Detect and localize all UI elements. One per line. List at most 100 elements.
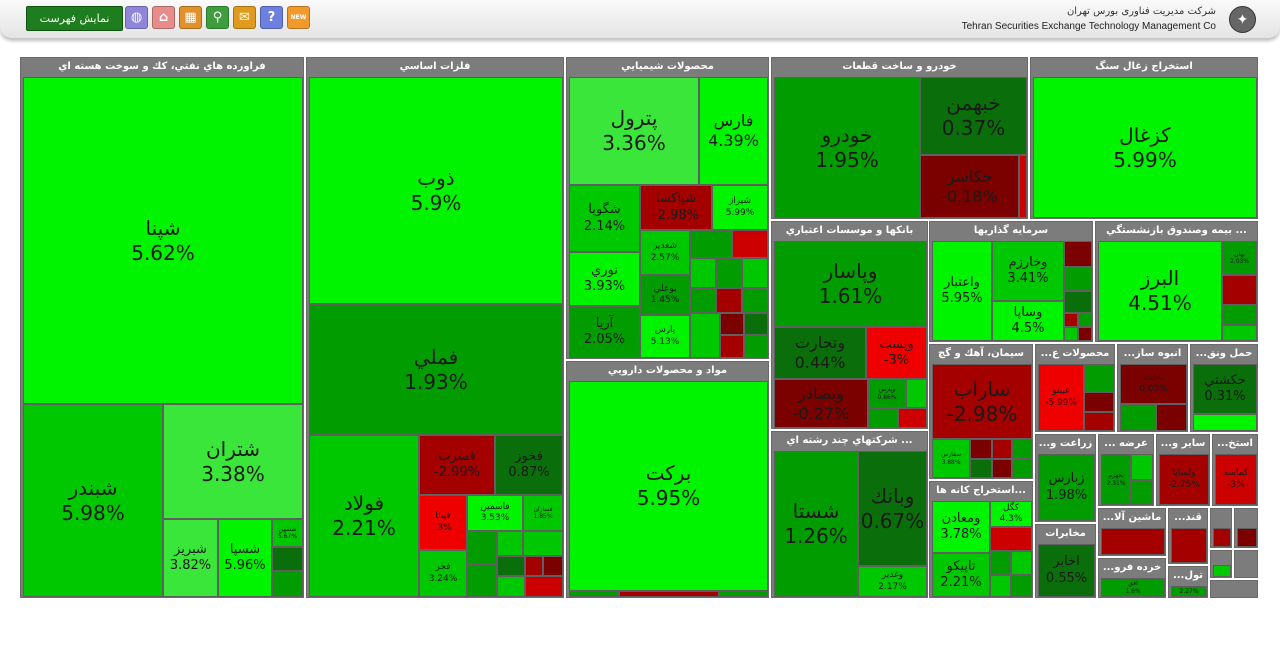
stock-tile[interactable]: نوري 3.93% bbox=[569, 252, 640, 306]
sector-products-a[interactable]: محصولات ع... غبينو -5.99% bbox=[1035, 344, 1115, 432]
stock-tile[interactable] bbox=[543, 556, 563, 576]
sector-production[interactable]: تول... 2.27% bbox=[1168, 566, 1208, 598]
stock-tile[interactable] bbox=[742, 288, 768, 313]
stock-tile[interactable] bbox=[716, 258, 742, 288]
stock-tile[interactable]: 2.27% bbox=[1171, 586, 1207, 597]
stock-tile[interactable] bbox=[906, 379, 927, 408]
stock-tile[interactable] bbox=[1101, 528, 1165, 555]
stock-tile[interactable]: فارس 4.39% bbox=[699, 77, 768, 185]
stock-tile[interactable]: زبارس 1.98% bbox=[1038, 454, 1095, 521]
stock-tile[interactable]: خبهمن 0.37% bbox=[920, 77, 1027, 155]
stock-tile[interactable]: بوعلي 1.45% bbox=[640, 275, 690, 315]
stock-tile[interactable] bbox=[497, 556, 525, 576]
sector-multi-industry[interactable]: ... شركتهاي چند رشته اي شستا 1.26% وبانك 0… bbox=[771, 431, 928, 598]
comment-icon[interactable]: ✉ bbox=[233, 6, 256, 29]
stock-tile[interactable] bbox=[720, 335, 744, 358]
stock-tile[interactable] bbox=[1011, 551, 1032, 575]
stock-tile[interactable]: وتجارت 0.44% bbox=[774, 327, 866, 379]
sector-automotive[interactable]: خودرو و ساخت قطعات خودرو 1.95% خبهمن 0.37%… bbox=[771, 57, 1028, 219]
stock-tile[interactable]: ثاخت 0.03% bbox=[1120, 364, 1187, 404]
stock-tile[interactable] bbox=[1237, 528, 1257, 547]
stock-tile[interactable]: شستا 1.26% bbox=[774, 451, 858, 597]
sector-retail[interactable]: خرده فرو... افق 1.6% bbox=[1098, 558, 1166, 598]
stock-tile[interactable]: تاپيكو 2.21% bbox=[932, 553, 990, 597]
stock-tile[interactable]: بجهرم 2.31% bbox=[1101, 454, 1131, 505]
stock-tile[interactable]: غبينو -5.99% bbox=[1038, 364, 1084, 431]
stock-tile[interactable] bbox=[742, 258, 768, 288]
stock-tile[interactable]: شتران 3.38% bbox=[163, 404, 303, 519]
stock-tile[interactable]: شپنا 5.62% bbox=[23, 77, 303, 404]
stock-tile[interactable]: وپاسار 1.61% bbox=[774, 241, 927, 327]
stock-tile[interactable] bbox=[720, 313, 744, 335]
stock-tile[interactable]: فولاد 2.21% bbox=[309, 435, 419, 597]
stock-tile[interactable] bbox=[716, 288, 742, 313]
stock-tile[interactable]: خكاسر -0.18% bbox=[920, 155, 1019, 218]
stock-tile[interactable]: وپست -3% bbox=[866, 327, 927, 379]
stock-tile[interactable] bbox=[1064, 241, 1092, 267]
stock-tile[interactable] bbox=[732, 230, 768, 258]
stock-tile[interactable] bbox=[569, 591, 619, 597]
stock-tile[interactable] bbox=[467, 564, 497, 597]
stock-tile[interactable]: بهان 2.03% bbox=[1222, 241, 1257, 275]
stock-tile[interactable] bbox=[1213, 565, 1231, 577]
stock-tile[interactable]: سفارس 3.88% bbox=[932, 439, 970, 478]
stock-tile[interactable] bbox=[1084, 364, 1114, 392]
new-icon[interactable]: NEW bbox=[287, 6, 310, 29]
sector-small[interactable] bbox=[1234, 508, 1258, 548]
stock-tile[interactable] bbox=[1064, 327, 1078, 341]
stock-tile[interactable]: واعتبار 5.95% bbox=[932, 241, 992, 341]
stock-tile[interactable] bbox=[1078, 327, 1092, 341]
sector-other[interactable]: ساير و... ولساپا -2.75% bbox=[1156, 434, 1210, 506]
stock-tile[interactable]: شبريز 3.82% bbox=[163, 519, 218, 597]
stock-tile[interactable] bbox=[1213, 528, 1231, 547]
stock-tile[interactable] bbox=[1222, 305, 1257, 325]
stock-tile[interactable] bbox=[1222, 325, 1257, 341]
sector-small[interactable] bbox=[1210, 508, 1232, 548]
stock-tile[interactable] bbox=[868, 408, 898, 428]
stock-tile[interactable] bbox=[992, 439, 1012, 459]
stock-tile[interactable] bbox=[690, 313, 720, 358]
stock-tile[interactable]: فملي 1.93% bbox=[309, 304, 563, 435]
stock-tile[interactable] bbox=[1078, 313, 1092, 327]
stock-tile[interactable] bbox=[690, 288, 716, 313]
show-list-button[interactable]: نمایش فهرست bbox=[26, 6, 123, 31]
stock-tile[interactable] bbox=[1064, 291, 1092, 313]
stock-tile[interactable] bbox=[525, 576, 563, 597]
stock-tile[interactable] bbox=[898, 408, 927, 428]
stock-tile[interactable] bbox=[1171, 528, 1207, 563]
sector-small[interactable] bbox=[1210, 580, 1258, 598]
stock-tile[interactable] bbox=[990, 527, 1032, 551]
stock-tile[interactable]: خودرو 1.95% bbox=[774, 77, 920, 218]
stock-tile[interactable]: بركت 5.95% bbox=[569, 381, 768, 591]
sector-coal-mining[interactable]: استخراج زغال سنگ كزغال 5.99% bbox=[1030, 57, 1258, 219]
stock-tile[interactable] bbox=[690, 230, 732, 258]
stock-tile[interactable]: كگل 4.3% bbox=[990, 501, 1032, 527]
stock-tile[interactable] bbox=[719, 591, 768, 597]
stock-tile[interactable]: فخوز 0.87% bbox=[495, 435, 563, 495]
sector-extraction[interactable]: استخ... كماسه -3% bbox=[1212, 434, 1258, 506]
sector-telecom[interactable]: مخابرات اخابر 0.55% bbox=[1035, 524, 1096, 598]
search-icon[interactable]: ⚲ bbox=[206, 6, 229, 29]
stock-tile[interactable] bbox=[1193, 414, 1257, 431]
stock-tile[interactable] bbox=[1019, 155, 1027, 218]
sector-cement[interactable]: سيمان، آهك و گچ ساراب -2.98% سفارس 3.88% bbox=[929, 344, 1033, 479]
stock-tile[interactable] bbox=[1131, 454, 1153, 480]
stock-tile[interactable] bbox=[990, 551, 1011, 575]
stock-tile[interactable]: حكشتي 0.31% bbox=[1193, 364, 1257, 414]
stock-tile[interactable] bbox=[525, 556, 543, 576]
stock-tile[interactable]: آريا 2.05% bbox=[569, 306, 640, 358]
sector-chemical-products[interactable]: محصولات شيميايي پترول 3.36% فارس 4.39% شگو… bbox=[566, 57, 769, 359]
home-icon[interactable]: ⌂ bbox=[152, 6, 175, 29]
stock-tile[interactable]: وبانك 0.67% bbox=[858, 451, 927, 566]
sector-supply[interactable]: عرضه ... بجهرم 2.31% bbox=[1098, 434, 1154, 506]
stock-tile[interactable]: پارس 5.13% bbox=[640, 315, 690, 358]
stock-tile[interactable] bbox=[1012, 439, 1032, 459]
stock-tile[interactable]: شيراز 5.99% bbox=[712, 185, 768, 230]
stock-tile[interactable]: اخابر 0.55% bbox=[1038, 544, 1095, 597]
stock-tile[interactable]: كماسه -3% bbox=[1215, 454, 1257, 505]
stock-tile[interactable] bbox=[970, 459, 992, 478]
sector-agriculture[interactable]: زراعت و... زبارس 1.98% bbox=[1035, 434, 1096, 522]
globe-icon[interactable]: ◍ bbox=[125, 6, 148, 29]
sector-construction[interactable]: انبوه ساز... ثاخت 0.03% bbox=[1117, 344, 1188, 432]
stock-tile[interactable]: فپنتا -3% bbox=[419, 495, 467, 550]
